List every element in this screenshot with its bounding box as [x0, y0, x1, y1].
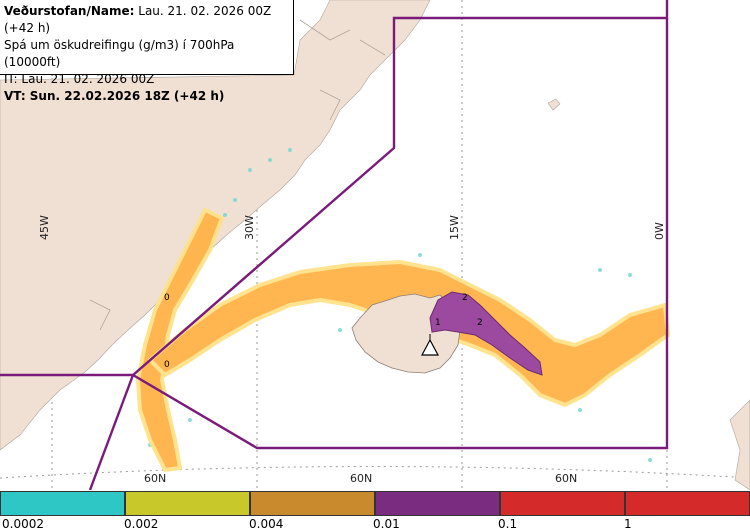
- contour-label: 0: [164, 360, 170, 370]
- legend-threshold: 0.01: [373, 517, 400, 531]
- contour-label: 2: [462, 293, 468, 303]
- contour-label: 0: [164, 293, 170, 303]
- legend-threshold: 0.0002: [2, 517, 44, 531]
- legend-threshold: 0.1: [498, 517, 518, 531]
- legend-threshold: 1: [624, 517, 632, 531]
- legend-swatch: [375, 491, 500, 516]
- forecast-info-box: Veðurstofan/Name: Lau. 21. 02. 2026 00Z …: [0, 0, 294, 103]
- run-time: Lau. 21. 02. 2026 00Z (+42 h): [4, 4, 272, 35]
- lon-label: 45W: [38, 215, 51, 240]
- fir-boundary: [0, 0, 669, 490]
- lat-label: 60N: [350, 472, 372, 485]
- ash-plume-high: [429, 291, 543, 376]
- lat-label: 60N: [144, 472, 166, 485]
- legend-threshold: 0.004: [249, 517, 284, 531]
- valid-time: VT: Sun. 22.02.2026 18Z (+42 h): [4, 89, 225, 103]
- product-description: Spá um öskudreifingu (g/m3) í 700hPa (10…: [4, 38, 235, 69]
- concentration-legend: 0.0002 0.002 0.004 0.01 0.1 1: [0, 490, 750, 532]
- contour-label: 2: [477, 318, 483, 328]
- ash-dispersion-map: 0 0 1 2 2 45W 30W 15W 0W 60N 60N 60N: [0, 0, 750, 490]
- legend-swatch: [500, 491, 625, 516]
- legend-swatch: [625, 491, 750, 516]
- agency-label: Veðurstofan/Name:: [4, 4, 135, 18]
- legend-threshold: 0.002: [124, 517, 159, 531]
- lon-label: 15W: [448, 215, 461, 240]
- contour-label: 1: [435, 318, 441, 328]
- legend-swatch: [250, 491, 375, 516]
- lon-label: 30W: [243, 215, 256, 240]
- lat-label: 60N: [555, 472, 577, 485]
- issue-time: IT: Lau. 21. 02. 2026 00Z: [4, 72, 155, 86]
- legend-swatch: [125, 491, 250, 516]
- lon-label: 0W: [653, 222, 666, 240]
- volcano-icon: [421, 334, 439, 356]
- legend-swatch: [0, 491, 125, 516]
